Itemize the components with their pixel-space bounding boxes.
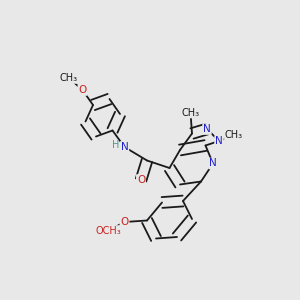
Text: CH₃: CH₃ [225, 130, 243, 140]
Text: H: H [112, 140, 119, 151]
Text: OCH₃: OCH₃ [95, 226, 121, 236]
Text: CH₃: CH₃ [60, 73, 78, 83]
Text: O: O [120, 217, 129, 227]
Text: N: N [203, 124, 211, 134]
Text: N: N [215, 136, 223, 146]
Text: N: N [121, 142, 128, 152]
Text: O: O [78, 85, 87, 95]
Text: N: N [209, 158, 217, 169]
Text: O: O [137, 175, 145, 185]
Text: CH₃: CH₃ [182, 107, 200, 118]
